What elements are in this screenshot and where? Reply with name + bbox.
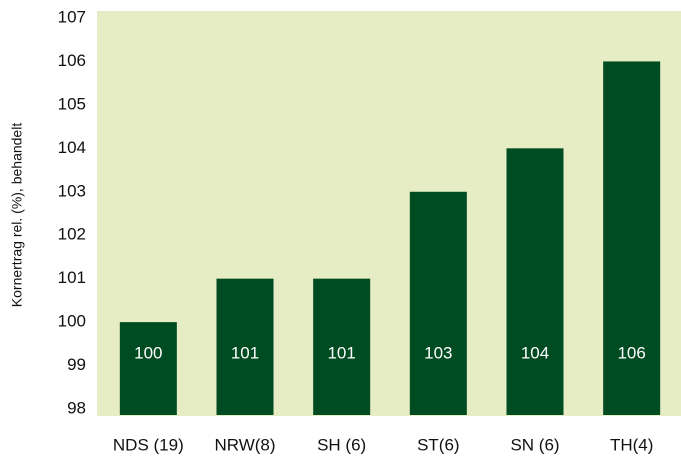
value-label: 103	[424, 343, 452, 362]
y-tick-label: 106	[58, 51, 86, 70]
bar	[506, 148, 564, 416]
value-label: 101	[327, 343, 355, 362]
value-label: 101	[231, 343, 259, 362]
x-tick-label: TH(4)	[610, 435, 653, 454]
y-tick-label: 107	[58, 7, 86, 26]
bar	[119, 322, 177, 415]
y-tick-label: 98	[67, 398, 86, 417]
x-tick-label: NDS (19)	[113, 435, 184, 454]
y-tick-label: 99	[67, 355, 86, 374]
value-label: 100	[134, 343, 162, 362]
x-tick-label: SN (6)	[510, 435, 559, 454]
bar	[603, 61, 661, 415]
y-tick-label: 103	[58, 181, 86, 200]
bar	[216, 278, 274, 415]
y-tick-label: 105	[58, 94, 86, 113]
x-tick-label: NRW(8)	[214, 435, 275, 454]
bar	[409, 191, 467, 415]
y-axis-label: Kornertrag rel. (%), behandelt	[9, 123, 25, 308]
value-label: 104	[521, 343, 549, 362]
x-tick-label: ST(6)	[417, 435, 460, 454]
value-label: 106	[617, 343, 645, 362]
x-tick-label: SH (6)	[317, 435, 366, 454]
y-tick-label: 100	[58, 312, 86, 331]
y-tick-label: 101	[58, 268, 86, 287]
plot-background	[97, 11, 681, 416]
y-tick-label: 102	[58, 225, 86, 244]
y-tick-label: 104	[58, 138, 86, 157]
bar	[313, 278, 371, 415]
